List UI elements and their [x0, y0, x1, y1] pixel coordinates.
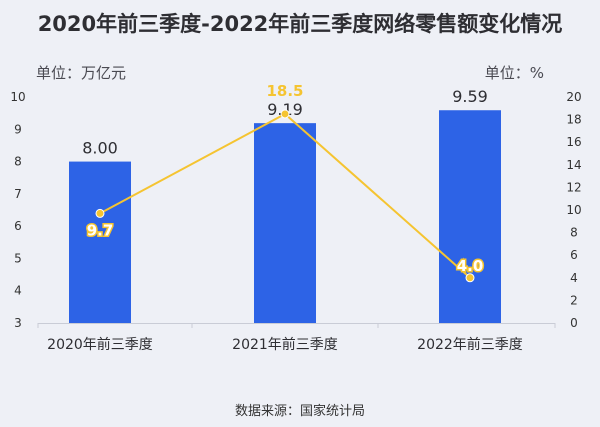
right-axis-tick: 2	[570, 293, 578, 307]
bar-value-label: 9.59	[452, 87, 488, 106]
chart-title: 2020年前三季度-2022年前三季度网络零售额变化情况	[37, 12, 563, 36]
data-source: 数据来源：国家统计局	[234, 404, 365, 419]
right-axis-tick: 4	[570, 271, 578, 285]
right-axis-tick: 18	[566, 113, 581, 127]
growth-rate-point	[95, 208, 105, 218]
growth-rate-point	[465, 273, 475, 283]
bar	[254, 123, 316, 323]
right-axis-tick: 6	[570, 248, 578, 262]
right-axis-tick: 12	[566, 180, 581, 194]
left-axis-tick: 5	[14, 251, 22, 265]
growth-rate-label: 4.0	[457, 257, 484, 275]
left-axis-tick: 3	[14, 316, 22, 330]
right-axis-unit: 单位：%	[484, 64, 544, 82]
right-axis-tick: 16	[566, 135, 581, 149]
bar-value-label: 8.00	[82, 139, 118, 158]
left-axis-tick: 10	[10, 90, 25, 104]
growth-rate-label: 9.7	[87, 221, 114, 239]
right-axis-tick: 14	[566, 158, 581, 172]
x-axis-category-label: 2021年前三季度	[232, 336, 338, 353]
left-axis-tick: 8	[14, 155, 22, 169]
right-axis-tick: 20	[566, 90, 581, 104]
right-axis-tick: 8	[570, 226, 578, 240]
x-axis-category-label: 2020年前三季度	[47, 336, 153, 353]
right-axis-tick: 10	[566, 203, 581, 217]
bar	[439, 110, 501, 323]
left-axis-tick: 4	[14, 284, 22, 298]
left-axis-tick: 7	[14, 187, 22, 201]
left-axis-unit: 单位：万亿元	[36, 64, 127, 82]
left-axis-tick: 6	[14, 219, 22, 233]
right-axis-tick: 0	[570, 316, 578, 330]
bar	[69, 161, 131, 323]
x-axis-category-label: 2022年前三季度	[417, 336, 523, 353]
growth-rate-label: 18.5	[266, 82, 303, 100]
growth-rate-point	[280, 109, 290, 119]
left-axis-tick: 9	[14, 122, 22, 136]
